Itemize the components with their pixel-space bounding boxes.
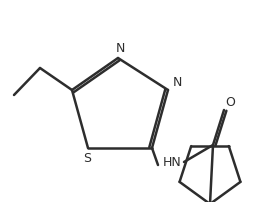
Text: HN: HN (163, 157, 181, 169)
Text: N: N (115, 42, 125, 56)
Text: S: S (83, 152, 91, 164)
Text: N: N (172, 77, 182, 89)
Text: O: O (225, 97, 235, 109)
